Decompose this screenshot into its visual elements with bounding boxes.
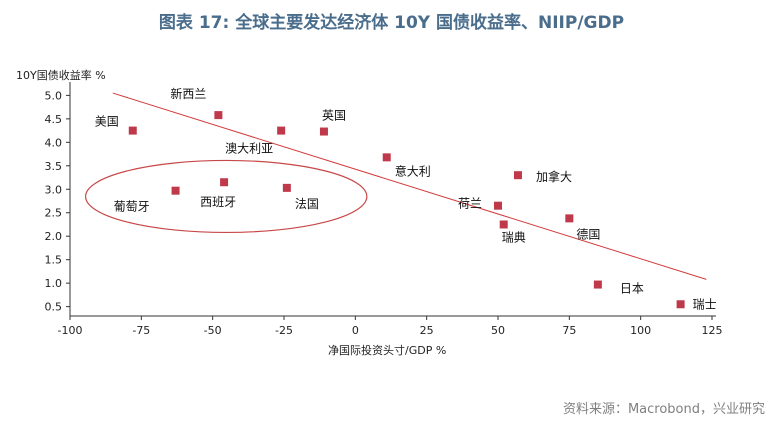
- trendline: [112, 92, 707, 280]
- point-label: 意大利: [395, 163, 431, 178]
- y-axis-title: 10Y国债收益率 %: [16, 68, 106, 82]
- y-tick-label: 4.5: [45, 113, 63, 126]
- y-tick-label: 2.5: [45, 207, 63, 220]
- data-point: [494, 201, 502, 210]
- data-point: [128, 126, 137, 135]
- data-point: [171, 186, 180, 195]
- x-tick-label: 100: [630, 324, 651, 337]
- y-tick-label: 4.0: [45, 136, 63, 149]
- x-tick-label: -50: [204, 324, 222, 337]
- point-label: 瑞典: [502, 230, 526, 244]
- data-point: [220, 178, 229, 187]
- x-tick-label: 75: [562, 324, 576, 337]
- y-tick-label: 5.0: [45, 89, 63, 102]
- point-label: 澳大利亚: [225, 142, 273, 156]
- x-tick-label: -100: [58, 324, 83, 337]
- points-group: [128, 111, 685, 309]
- x-axis-title: 净国际投资头寸/GDP %: [328, 343, 446, 357]
- x-tick-label: -75: [132, 324, 150, 337]
- y-tick-label: 2.0: [45, 230, 63, 243]
- x-tick-label: 50: [491, 324, 505, 337]
- x-tick-label: 0: [352, 324, 359, 337]
- highlight-group: [84, 159, 368, 234]
- chart-title: 图表 17: 全球主要发达经济体 10Y 国债收益率、NIIP/GDP: [158, 13, 625, 33]
- x-tick-label: -25: [275, 324, 293, 337]
- x-tick-label: 125: [702, 324, 723, 337]
- trendline-group: [112, 92, 707, 280]
- data-point: [319, 127, 328, 136]
- data-point: [513, 171, 522, 180]
- y-tick-label: 0.5: [45, 301, 63, 314]
- y-tick-label: 3.5: [45, 160, 63, 173]
- data-point: [277, 126, 286, 135]
- point-label: 日本: [620, 282, 644, 296]
- point-label: 瑞士: [693, 297, 717, 311]
- highlight-ellipse: [84, 159, 368, 234]
- y-tick-label: 3.0: [45, 183, 63, 196]
- data-point: [676, 300, 685, 309]
- point-label: 美国: [95, 115, 119, 129]
- y-tick-label: 1.0: [45, 277, 63, 290]
- point-label: 荷兰: [458, 197, 482, 211]
- x-tick-label: 25: [420, 324, 434, 337]
- tick-group: -100 -75 -50 -25 0 25 50 75 100 125 0.5 1.0 1.5 2.0 2.…: [45, 89, 723, 337]
- data-point: [214, 111, 223, 120]
- point-label: 新西兰: [170, 86, 206, 101]
- point-label: 葡萄牙: [114, 200, 150, 214]
- data-point: [593, 280, 602, 289]
- data-point: [382, 153, 391, 162]
- source-note: 资料来源：Macrobond，兴业研究: [562, 402, 765, 417]
- data-point: [565, 214, 574, 223]
- y-tick-label: 1.5: [45, 254, 63, 267]
- point-label: 法国: [295, 197, 319, 211]
- point-label: 加拿大: [536, 169, 572, 184]
- point-label: 英国: [322, 109, 346, 123]
- data-point: [282, 183, 291, 192]
- axes: [69, 82, 716, 317]
- point-label: 西班牙: [200, 195, 236, 209]
- data-point: [499, 220, 508, 229]
- point-label: 德国: [576, 226, 600, 241]
